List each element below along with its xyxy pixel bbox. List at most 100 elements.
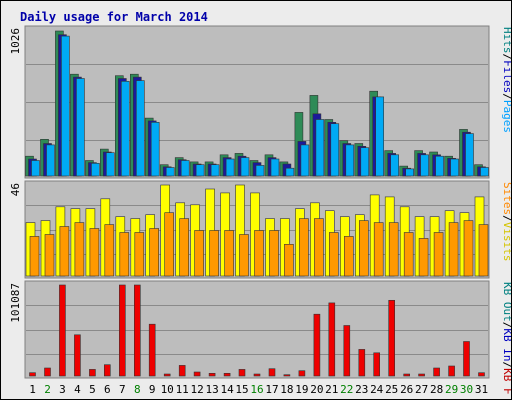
bar-visits-sites-day-29 (448, 222, 459, 277)
bar-kbytes-kb-f-day-24 (373, 352, 381, 377)
bar-kbytes-kb-f-day-26 (403, 373, 411, 377)
bar-hits-pages-day-1 (31, 160, 40, 177)
x-tick-label-day-27: 27 (415, 383, 428, 396)
legend-entry: KB In (501, 328, 511, 361)
bar-hits-pages-day-28 (435, 155, 444, 177)
x-tick-label-day-2: 2 (44, 383, 51, 396)
legend-entry: Sites (501, 182, 511, 215)
bar-kbytes-kb-f-day-17 (268, 368, 276, 377)
bar-hits-pages-day-20 (315, 119, 325, 177)
x-tick-label-day-4: 4 (74, 383, 81, 396)
x-tick-label-day-16: 16 (250, 383, 263, 396)
bar-kbytes-kb-f-day-4 (74, 334, 81, 377)
panel-kbytes-max-label: 101087 (9, 283, 22, 323)
bar-kbytes-kb-f-day-23 (358, 349, 366, 377)
bar-hits-pages-day-26 (405, 168, 415, 177)
bar-kbytes-kb-f-day-30 (463, 341, 470, 377)
bar-kbytes-kb-f-day-16 (253, 373, 261, 377)
legend-entry: Pages (501, 100, 511, 133)
panel-visits-max-label: 46 (9, 183, 22, 196)
x-tick-label-day-7: 7 (119, 383, 126, 396)
bar-visits-sites-day-23 (358, 220, 369, 277)
bar-kbytes-kb-f-day-1 (29, 372, 36, 377)
bar-hits-pages-day-22 (345, 144, 355, 177)
bar-hits-pages-day-10 (165, 167, 175, 177)
bar-kbytes-kb-f-day-20 (313, 313, 321, 377)
bar-hits-pages-day-13 (210, 164, 220, 177)
bar-visits-sites-day-10 (164, 212, 174, 277)
bar-hits-pages-day-11 (180, 160, 190, 177)
x-tick-label-day-21: 21 (325, 383, 338, 396)
bar-hits-pages-day-31 (480, 167, 489, 177)
legend-entry: KB Out (501, 282, 511, 322)
bar-hits-pages-day-29 (450, 158, 459, 177)
bar-visits-sites-day-26 (403, 232, 414, 277)
panel-hits-legend: Hits/Files/Pages (501, 27, 511, 133)
bar-hits-pages-day-12 (195, 164, 205, 177)
x-tick-label-day-13: 13 (205, 383, 218, 396)
bar-hits-pages-day-8 (136, 80, 145, 177)
x-tick-label-day-14: 14 (220, 383, 234, 396)
bar-kbytes-kb-f-day-12 (193, 371, 201, 377)
x-tick-label-day-22: 22 (340, 383, 353, 396)
x-tick-label-day-23: 23 (355, 383, 368, 396)
bar-visits-sites-day-20 (314, 218, 324, 277)
bar-visits-sites-day-22 (343, 236, 354, 277)
x-tick-label-day-5: 5 (89, 383, 96, 396)
bar-visits-sites-day-5 (89, 228, 100, 277)
bar-visits-sites-day-7 (119, 232, 130, 277)
legend-entry: / (501, 93, 511, 100)
x-tick-label-day-17: 17 (265, 383, 278, 396)
bar-kbytes-kb-f-day-19 (298, 370, 306, 377)
bar-kbytes-kb-f-day-9 (148, 323, 156, 377)
legend-entry: Files (501, 60, 511, 93)
bar-kbytes-kb-f-day-7 (119, 284, 126, 377)
bar-visits-sites-day-1 (29, 236, 40, 277)
bar-visits-sites-day-27 (418, 238, 429, 277)
bar-kbytes-kb-f-day-18 (283, 374, 291, 377)
bar-visits-sites-day-11 (179, 218, 189, 277)
x-tick-label-day-1: 1 (29, 383, 36, 396)
legend-entry: / (501, 54, 511, 61)
bar-kbytes-kb-f-day-14 (223, 372, 231, 377)
bar-visits-sites-day-3 (59, 226, 70, 277)
bar-visits-sites-day-9 (149, 228, 159, 277)
bar-kbytes-kb-f-day-10 (163, 373, 171, 377)
bar-hits-pages-day-3 (61, 35, 70, 177)
x-tick-label-day-9: 9 (149, 383, 156, 396)
bar-visits-sites-day-15 (239, 234, 249, 277)
panel-kbytes-legend: KB Out/KB In/KB F (501, 282, 511, 395)
bar-kbytes-kb-f-day-31 (478, 372, 485, 377)
x-tick-label-day-28: 28 (430, 383, 443, 396)
legend-entry: / (501, 215, 511, 222)
chart-title: Daily usage for March 2014 (20, 10, 208, 24)
bar-hits-pages-day-7 (121, 81, 130, 177)
bar-hits-pages-day-17 (270, 158, 280, 177)
bar-hits-pages-day-9 (150, 122, 160, 177)
x-tick-label-day-24: 24 (370, 383, 384, 396)
bar-visits-sites-day-31 (478, 224, 489, 277)
bar-visits-sites-day-18 (284, 244, 294, 277)
bar-visits-sites-day-12 (194, 230, 204, 277)
bar-kbytes-kb-f-day-3 (59, 284, 66, 377)
bar-visits-sites-day-13 (209, 230, 219, 277)
bar-visits-sites-day-16 (254, 230, 264, 277)
legend-entry: Hits (501, 27, 511, 54)
panel-visits-legend: Sites/Visits (501, 182, 511, 262)
bar-kbytes-kb-f-day-8 (134, 284, 141, 377)
bar-visits-sites-day-19 (299, 218, 309, 277)
bar-hits-pages-day-18 (285, 167, 295, 177)
bar-visits-sites-day-30 (463, 220, 474, 277)
bar-visits-sites-day-6 (104, 224, 115, 277)
x-tick-label-day-18: 18 (280, 383, 293, 396)
bar-visits-sites-day-17 (269, 230, 279, 277)
bar-hits-pages-day-25 (390, 154, 400, 177)
x-tick-label-day-11: 11 (176, 383, 189, 396)
bar-hits-pages-day-2 (46, 144, 55, 177)
bar-hits-pages-day-30 (465, 133, 474, 177)
legend-entry: / (501, 362, 511, 369)
